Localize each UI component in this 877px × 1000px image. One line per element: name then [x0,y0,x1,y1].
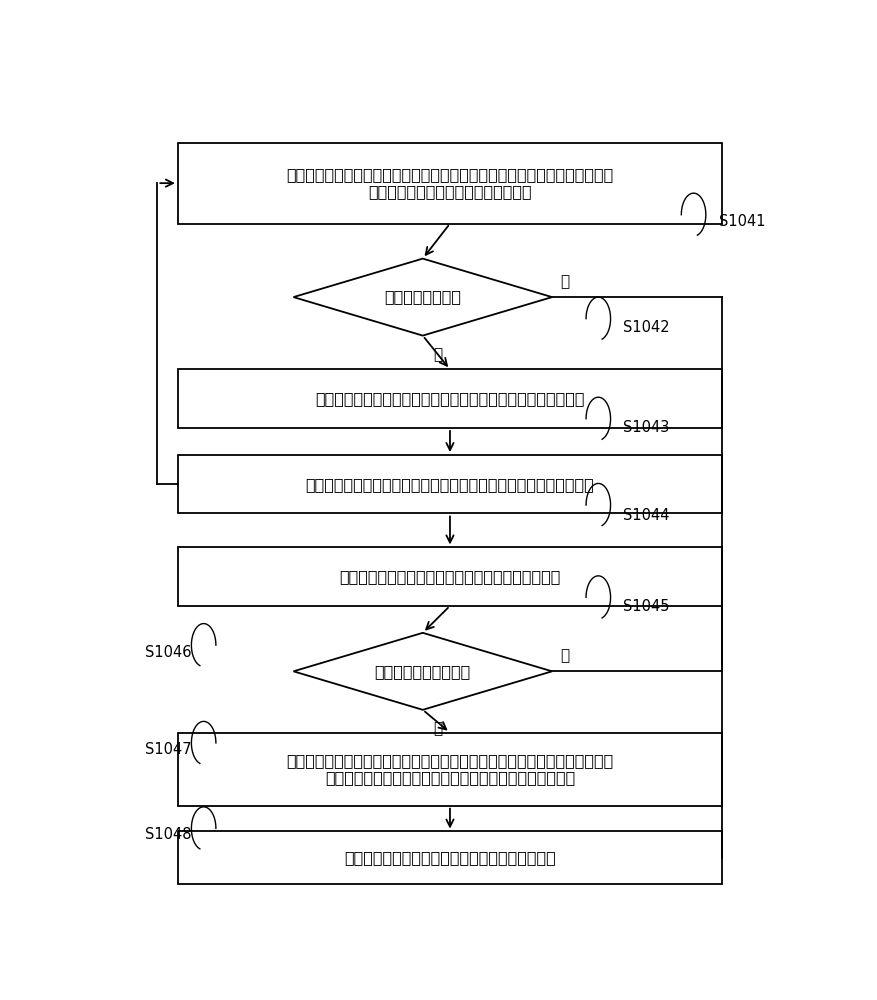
Polygon shape [293,633,552,710]
Bar [177,369,722,428]
Polygon shape [293,259,552,336]
Text: S1048: S1048 [145,827,191,842]
Text: 接收在下一个拍照数据采样周期产生并经交换机传送的实时图像数据: 接收在下一个拍照数据采样周期产生并经交换机传送的实时图像数据 [305,477,594,492]
Text: 逐一对比实时图像数据中各个设备状态指示灯的色度值及已存档建模图像数据
中与之相应的设备状态指示灯的色度值: 逐一对比实时图像数据中各个设备状态指示灯的色度值及已存档建模图像数据 中与之相应… [286,167,613,199]
Text: 否: 否 [560,274,568,289]
Text: 对异常的设备状态指示灯所指示的服务器产生一次疑似告警操作: 对异常的设备状态指示灯所指示的服务器产生一次疑似告警操作 [315,391,584,406]
Bar [177,455,722,513]
Text: S1042: S1042 [623,320,669,335]
Text: 累计针对同一台服务器连续产生的疑似告警操作次数: 累计针对同一台服务器连续产生的疑似告警操作次数 [339,569,560,584]
Text: 判定该台服务器运行出现故障，产生及显示服务器异常告警日志，并将服务器
异常告警日志以邮件短信形式推送到指定联系人的通讯终端: 判定该台服务器运行出现故障，产生及显示服务器异常告警日志，并将服务器 异常告警日… [286,753,613,785]
Text: S1047: S1047 [145,742,191,757]
Text: 色差超过灯模差值: 色差超过灯模差值 [384,290,460,305]
Bar [177,143,722,224]
Text: S1043: S1043 [623,420,669,436]
Text: S1045: S1045 [623,599,669,614]
Bar [177,547,722,606]
Text: 否: 否 [560,648,568,663]
Text: 是: 是 [432,347,442,362]
Text: 疑似告警操作次数超限: 疑似告警操作次数超限 [374,664,470,679]
Text: S1041: S1041 [718,214,765,229]
Text: 是: 是 [432,721,442,736]
Bar [177,733,722,806]
Bar [177,831,722,884]
Text: 判定该设备状态指示灯所指示的服务器运行无故障: 判定该设备状态指示灯所指示的服务器运行无故障 [344,850,555,865]
Text: S1044: S1044 [623,508,669,523]
Text: S1046: S1046 [145,645,191,660]
